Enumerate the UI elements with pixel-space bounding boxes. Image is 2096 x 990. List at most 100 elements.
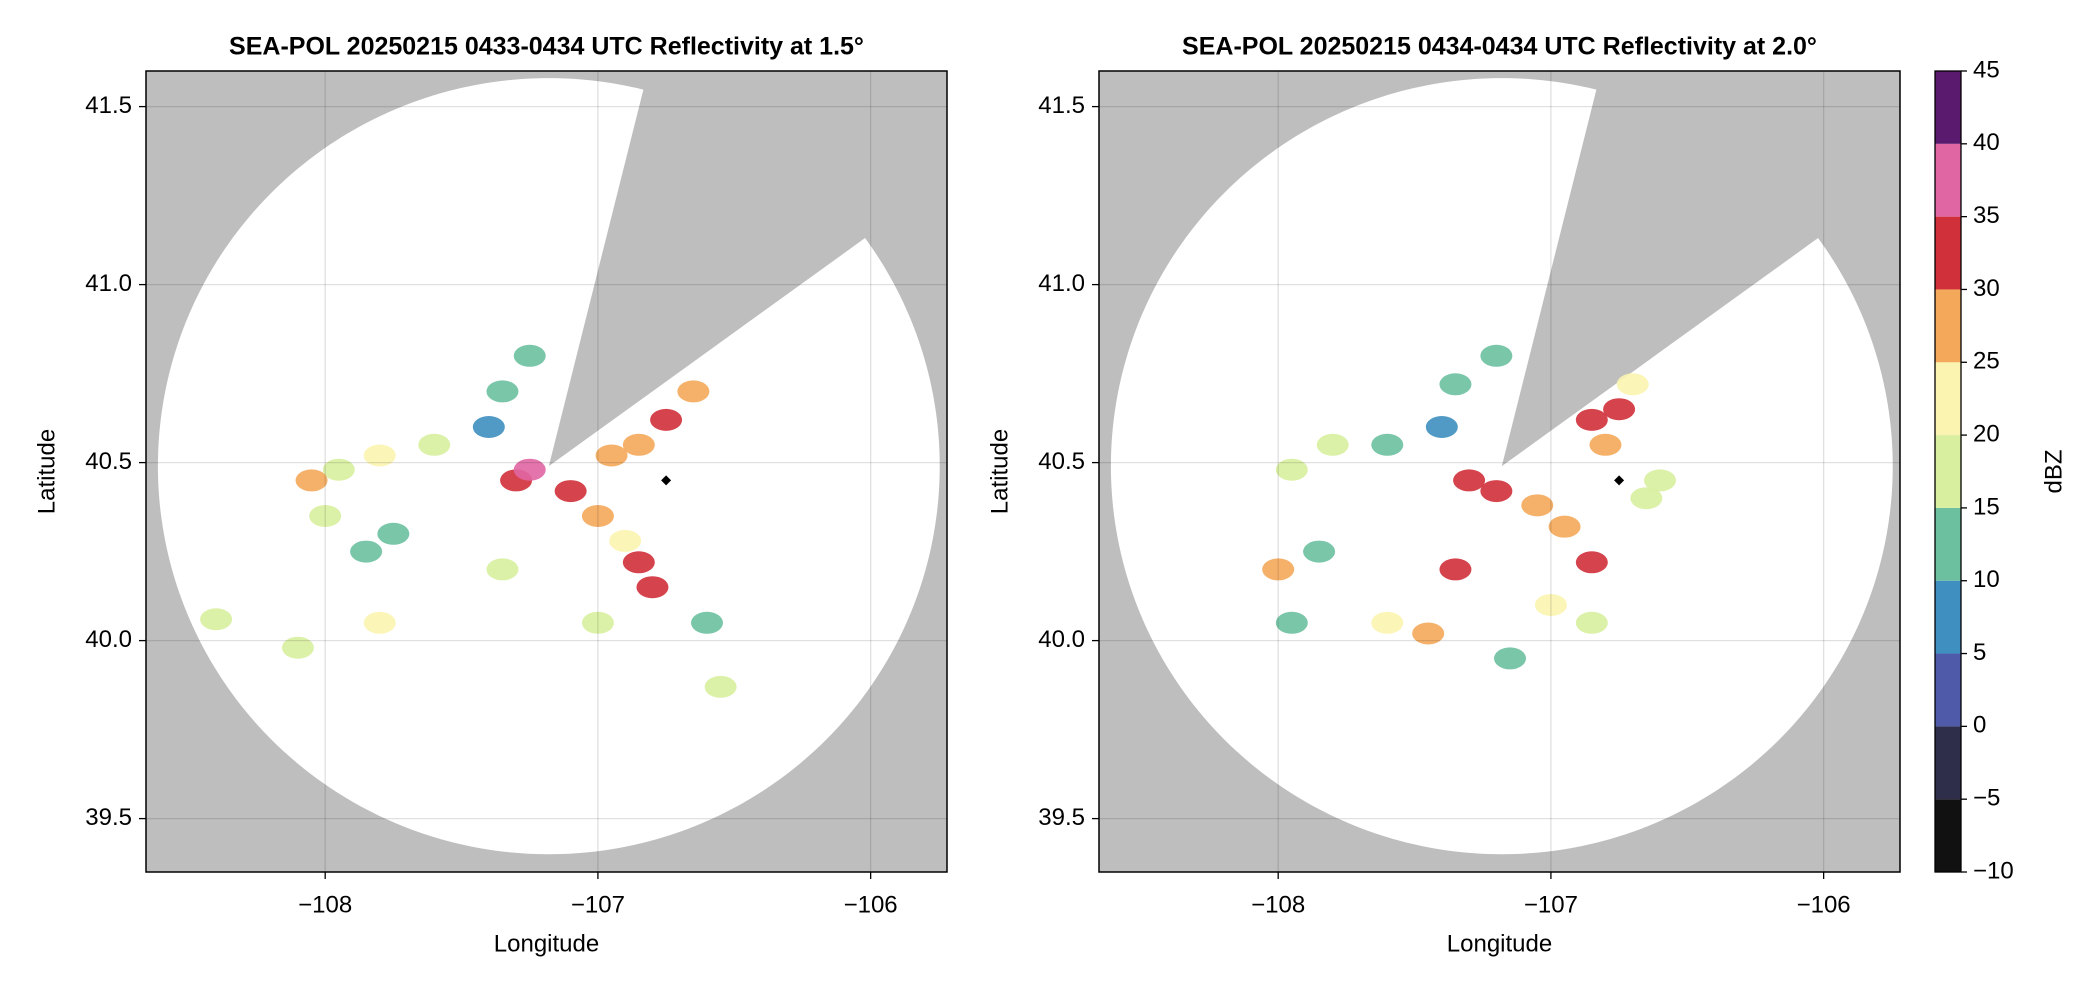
echo-cell bbox=[1453, 469, 1486, 492]
echo-cell bbox=[691, 611, 723, 634]
echo-cell bbox=[1644, 469, 1676, 492]
echo-cell bbox=[1603, 398, 1636, 421]
echo-cell bbox=[295, 469, 328, 492]
colorbar-tick-label: 0 bbox=[1973, 712, 1986, 739]
y-axis-label: Latitude bbox=[33, 429, 60, 514]
echo-cell bbox=[595, 444, 628, 467]
colorbar-tick-label: 5 bbox=[1973, 639, 1986, 666]
y-tick-label: 39.5 bbox=[1038, 804, 1085, 831]
colorbar-band bbox=[1935, 726, 1961, 800]
echo-cell bbox=[1589, 433, 1622, 456]
colorbar-tick-label: 25 bbox=[1973, 348, 2000, 375]
echo-cell bbox=[1262, 558, 1295, 581]
echo-cell bbox=[1439, 558, 1472, 581]
echo-cell bbox=[377, 522, 410, 545]
echo-cell bbox=[622, 433, 655, 456]
echo-cell bbox=[350, 540, 383, 563]
echo-cell bbox=[1575, 611, 1608, 634]
y-tick-label: 41.5 bbox=[85, 92, 132, 119]
y-tick-label: 39.5 bbox=[85, 804, 132, 831]
site-marker bbox=[661, 475, 672, 486]
colorbar-band bbox=[1935, 216, 1961, 290]
colorbar-tick-label: −10 bbox=[1973, 857, 2014, 884]
x-tick-label: −108 bbox=[298, 891, 352, 918]
colorbar-band bbox=[1935, 71, 1961, 144]
colorbar-tick-label: 20 bbox=[1973, 420, 2000, 447]
colorbar-band bbox=[1935, 143, 1961, 217]
echo-cell bbox=[200, 608, 233, 631]
colorbar-tick-label: 45 bbox=[1973, 56, 2000, 83]
echo-cell bbox=[472, 416, 505, 438]
echo-cell bbox=[1425, 416, 1458, 438]
colorbar-band bbox=[1935, 653, 1961, 727]
radar-coverage bbox=[157, 78, 940, 855]
x-axis-label: Longitude bbox=[494, 930, 599, 957]
echo-cell bbox=[1480, 344, 1513, 367]
echo-cell bbox=[322, 458, 355, 481]
echo-cell bbox=[513, 458, 546, 481]
echo-cell bbox=[281, 636, 314, 659]
x-tick-label: −106 bbox=[1797, 891, 1851, 918]
echo-cell bbox=[1371, 611, 1404, 634]
echo-cell bbox=[1303, 540, 1336, 563]
echo-cell bbox=[1548, 515, 1581, 538]
echo-cell bbox=[1575, 408, 1608, 431]
radar-coverage bbox=[1110, 78, 1893, 855]
chart-title: SEA-POL 20250215 0434-0434 UTC Reflectiv… bbox=[1182, 33, 1817, 61]
plot-area bbox=[146, 71, 947, 872]
echo-cell bbox=[581, 611, 614, 634]
colorbar-band bbox=[1935, 507, 1961, 581]
echo-cell bbox=[609, 529, 642, 552]
y-tick-label: 41.0 bbox=[1038, 270, 1085, 297]
axes-frame bbox=[1098, 70, 1901, 873]
echo-cell bbox=[704, 675, 737, 698]
colorbar-band bbox=[1935, 435, 1961, 508]
y-tick-label: 40.5 bbox=[85, 448, 132, 475]
colorbar-label: dBZ bbox=[2040, 449, 2067, 493]
echo-cell bbox=[418, 433, 451, 456]
echo-cell bbox=[513, 344, 546, 367]
colorbar-frame bbox=[1934, 70, 1962, 873]
echo-cell bbox=[1494, 647, 1526, 670]
echo-cell bbox=[650, 408, 683, 431]
y-tick-label: 41.0 bbox=[85, 270, 132, 297]
echo-cell bbox=[554, 480, 587, 503]
colorbar-tick-label: 30 bbox=[1973, 275, 2000, 302]
echo-cell bbox=[1412, 622, 1445, 645]
y-tick-label: 41.5 bbox=[1038, 92, 1085, 119]
echo-cell bbox=[1616, 373, 1649, 396]
echo-cell bbox=[622, 551, 655, 574]
x-axis-label: Longitude bbox=[1447, 930, 1552, 957]
echo-cell bbox=[1439, 373, 1472, 396]
echo-cell bbox=[1521, 494, 1554, 517]
echo-cell bbox=[1275, 611, 1308, 634]
x-tick-label: −107 bbox=[571, 891, 625, 918]
y-tick-label: 40.0 bbox=[85, 626, 132, 653]
y-axis-label: Latitude bbox=[986, 429, 1013, 514]
echo-cell bbox=[1480, 480, 1513, 503]
colorbar-tick-label: −5 bbox=[1973, 785, 2000, 812]
axes-frame bbox=[145, 70, 948, 873]
colorbar-band bbox=[1935, 289, 1961, 363]
echo-cell bbox=[363, 444, 396, 467]
echo-cell bbox=[309, 505, 342, 527]
echo-cell bbox=[1630, 487, 1663, 510]
echo-cell bbox=[1371, 433, 1404, 456]
echo-cell bbox=[636, 576, 669, 599]
echo-cell bbox=[363, 611, 396, 634]
colorbar-tick-label: 35 bbox=[1973, 202, 2000, 229]
colorbar-band bbox=[1935, 799, 1961, 872]
colorbar-tick-label: 40 bbox=[1973, 129, 2000, 156]
echo-cell bbox=[486, 558, 519, 581]
colorbar-tick-label: 15 bbox=[1973, 493, 2000, 520]
plot-area bbox=[1099, 71, 1900, 872]
x-tick-label: −106 bbox=[844, 891, 898, 918]
echo-cell bbox=[1275, 458, 1308, 481]
x-tick-label: −108 bbox=[1251, 891, 1305, 918]
x-tick-label: −107 bbox=[1524, 891, 1578, 918]
echo-cell bbox=[1575, 551, 1608, 574]
chart-title: SEA-POL 20250215 0433-0434 UTC Reflectiv… bbox=[229, 33, 864, 61]
echo-cell bbox=[486, 380, 519, 403]
echo-cell bbox=[1316, 433, 1349, 456]
